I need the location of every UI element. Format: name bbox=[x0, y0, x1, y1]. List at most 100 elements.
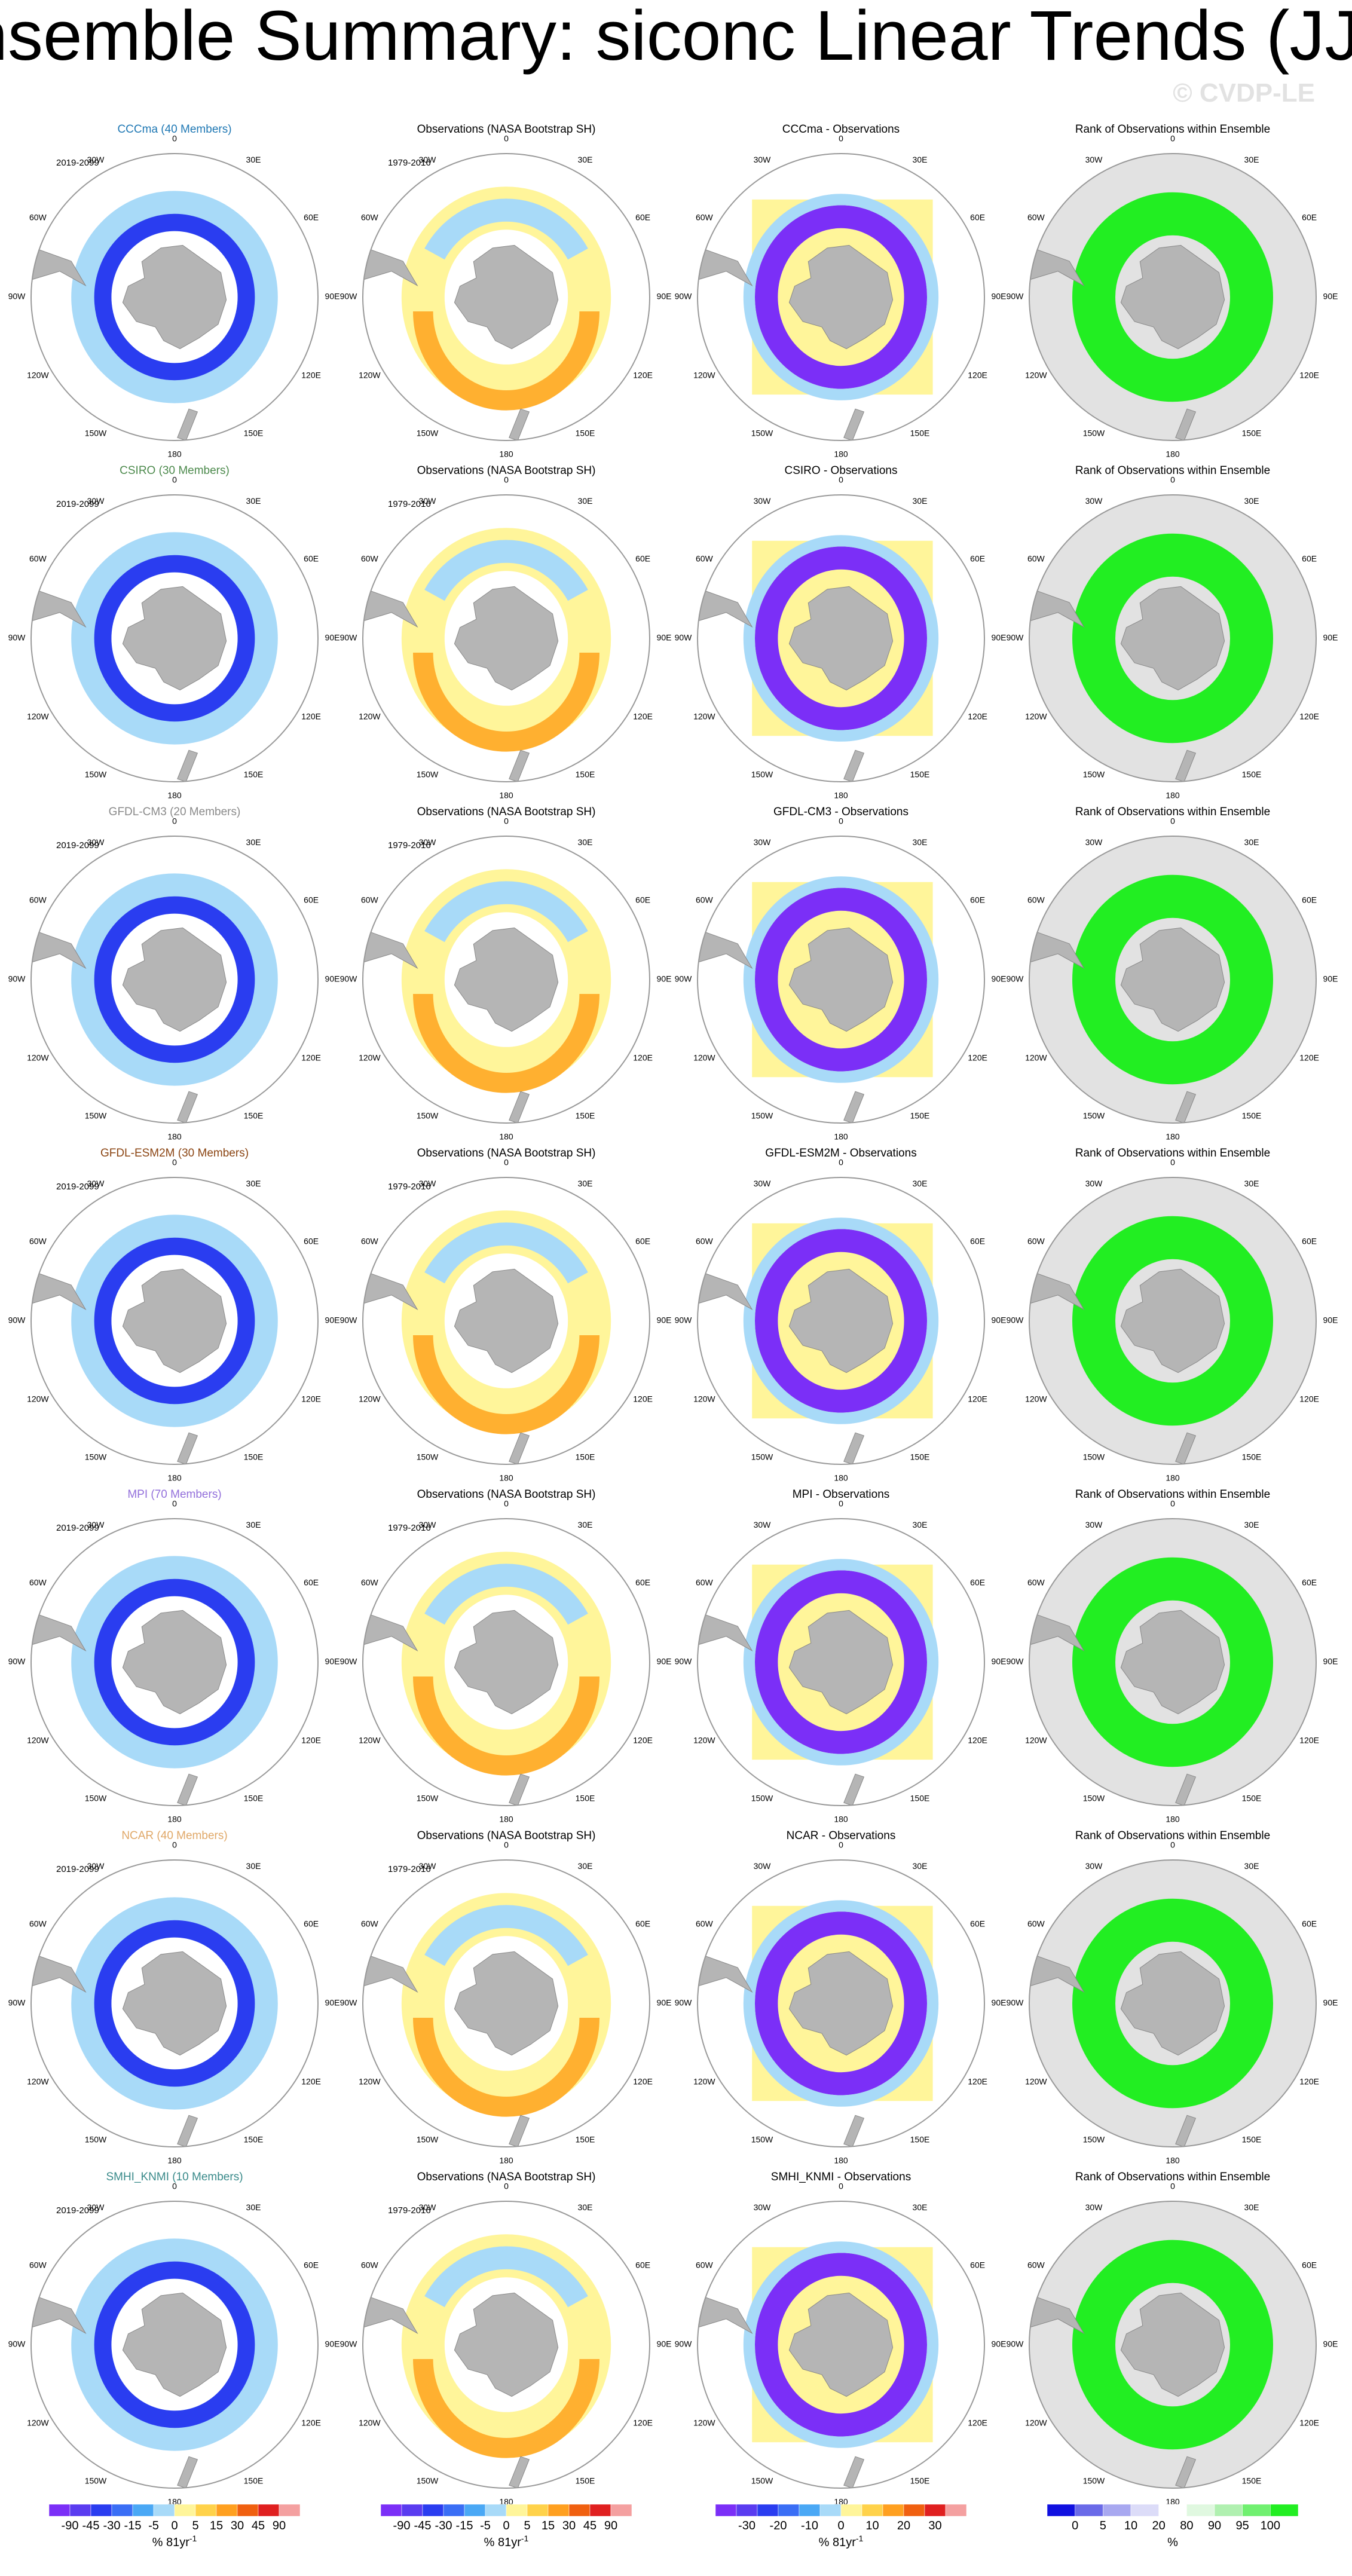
map-panel: 0 30E 60E 90E 120E 150E 180 150W 120W 90W 60W 30W bbox=[8, 1840, 340, 2165]
longitude-label: 120W bbox=[27, 1394, 49, 1404]
map-panel: 0 30E 60E 90E 120E 150E 180 150W 120W 90W 60W 30W bbox=[1007, 134, 1338, 459]
continent bbox=[31, 246, 87, 287]
colorbar-label: 15 bbox=[542, 2519, 555, 2532]
map-content bbox=[1029, 1519, 1316, 1806]
continent bbox=[1175, 1773, 1197, 1806]
longitude-label: 30W bbox=[87, 155, 105, 164]
map-panel: 0 30E 60E 90E 120E 150E 180 150W 120W 90W 60W 30W bbox=[340, 1499, 672, 1824]
longitude-label: 60W bbox=[1027, 2260, 1045, 2270]
longitude-label: 90W bbox=[1007, 633, 1024, 643]
model-title: CSIRO (30 Members) bbox=[120, 464, 230, 477]
longitude-label: 30E bbox=[1244, 155, 1259, 164]
continent bbox=[698, 246, 753, 287]
period-label: 2019-2099 bbox=[56, 1864, 99, 1874]
longitude-label: 30E bbox=[578, 2202, 593, 2212]
longitude-label: 30E bbox=[913, 2202, 928, 2212]
longitude-label: 150W bbox=[417, 1452, 439, 1461]
longitude-label: 30E bbox=[578, 1861, 593, 1871]
colorbar-box bbox=[279, 2504, 301, 2517]
ice-field bbox=[1072, 533, 1273, 744]
colorbar-box bbox=[778, 2504, 800, 2517]
colorbar-label: -15 bbox=[456, 2519, 473, 2532]
colorbar-label: 90 bbox=[604, 2519, 617, 2532]
period-label: 1979-2016 bbox=[388, 1182, 431, 1192]
map-panel: 0 30E 60E 90E 120E 150E 180 150W 120W 90W 60W 30W bbox=[1007, 816, 1338, 1142]
ice-field bbox=[94, 1237, 255, 1405]
longitude-label: 180 bbox=[167, 449, 182, 459]
longitude-label: 120W bbox=[359, 1053, 381, 1063]
longitude-label: 90E bbox=[325, 292, 340, 301]
longitude-label: 180 bbox=[1166, 1815, 1180, 1824]
ice-field bbox=[743, 535, 939, 742]
longitude-label: 180 bbox=[834, 449, 848, 459]
rank-title: Rank of Observations within Ensemble bbox=[1075, 464, 1270, 477]
longitude-label: 180 bbox=[499, 2156, 513, 2165]
period-label: 2019-2099 bbox=[56, 158, 99, 168]
map-border bbox=[30, 1177, 319, 1465]
longitude-label: 30E bbox=[1244, 496, 1259, 506]
longitude-label: 180 bbox=[1166, 791, 1180, 800]
colorbar-label: -30 bbox=[738, 2519, 755, 2532]
longitude-label: 180 bbox=[834, 791, 848, 800]
longitude-label: 60W bbox=[361, 895, 379, 905]
longitude-label: 120E bbox=[633, 1394, 653, 1404]
map-border bbox=[1029, 153, 1317, 441]
longitude-label: 150W bbox=[751, 1110, 773, 1120]
continent bbox=[1175, 1432, 1197, 1464]
longitude-label: 0 bbox=[504, 134, 509, 143]
continent bbox=[698, 929, 753, 969]
map-border bbox=[362, 1518, 650, 1806]
longitude-label: 30W bbox=[87, 496, 105, 506]
map-panel: 0 30E 60E 90E 120E 150E 180 150W 120W 90W 60W 30W bbox=[675, 475, 1007, 800]
longitude-label: 60E bbox=[1302, 1578, 1317, 1587]
colorbar-box bbox=[861, 2504, 883, 2517]
map-border bbox=[362, 1177, 650, 1465]
continent bbox=[454, 244, 559, 350]
continent bbox=[509, 749, 530, 782]
longitude-label: 0 bbox=[839, 1840, 843, 1850]
longitude-label: 120W bbox=[27, 2077, 49, 2087]
continent bbox=[363, 1611, 418, 1652]
map-panel: 0 30E 60E 90E 120E 150E 180 150W 120W 90W 60W 30W bbox=[8, 1499, 340, 1824]
continent bbox=[788, 1951, 894, 2056]
longitude-label: 120E bbox=[633, 2077, 653, 2087]
continent bbox=[122, 1268, 227, 1373]
continent bbox=[122, 1951, 227, 2056]
figure-title: Ensemble Summary: siconc Linear Trends (… bbox=[0, 0, 1352, 75]
continent bbox=[788, 1610, 894, 1715]
longitude-label: 0 bbox=[1170, 1499, 1175, 1509]
longitude-label: 30E bbox=[578, 155, 593, 164]
map-content bbox=[31, 2238, 278, 2488]
colorbar-box bbox=[111, 2504, 133, 2517]
continent bbox=[454, 1610, 559, 1715]
continent bbox=[843, 2115, 865, 2147]
longitude-label: 90E bbox=[325, 1657, 340, 1666]
model-title: MPI (70 Members) bbox=[127, 1488, 221, 1501]
longitude-label: 120E bbox=[301, 1053, 321, 1063]
longitude-label: 180 bbox=[167, 791, 182, 800]
longitude-label: 0 bbox=[172, 1840, 177, 1850]
longitude-label: 60W bbox=[696, 1578, 714, 1587]
longitude-label: 60W bbox=[1027, 213, 1045, 222]
colorbar-box bbox=[380, 2504, 402, 2517]
longitude-label: 150E bbox=[244, 769, 264, 779]
continent bbox=[1175, 408, 1197, 440]
map-content bbox=[363, 186, 611, 440]
continent bbox=[698, 1270, 753, 1311]
colorbar-label: 15 bbox=[210, 2519, 223, 2532]
longitude-label: 180 bbox=[499, 449, 513, 459]
map-border bbox=[697, 153, 985, 441]
longitude-label: 90W bbox=[675, 633, 693, 643]
colorbar-label: 5 bbox=[1100, 2519, 1106, 2532]
longitude-label: 0 bbox=[504, 1499, 509, 1509]
longitude-label: 90E bbox=[992, 974, 1007, 984]
ice-field bbox=[754, 546, 927, 730]
continent bbox=[1029, 1953, 1085, 1993]
longitude-label: 60W bbox=[29, 2260, 47, 2270]
ice-field bbox=[71, 532, 278, 745]
longitude-label: 90E bbox=[325, 1315, 340, 1325]
ice-field bbox=[754, 2253, 927, 2437]
longitude-label: 0 bbox=[1170, 475, 1175, 485]
colorbar-units: % 81yr-1 bbox=[484, 2534, 529, 2549]
map-border bbox=[697, 1518, 985, 1806]
